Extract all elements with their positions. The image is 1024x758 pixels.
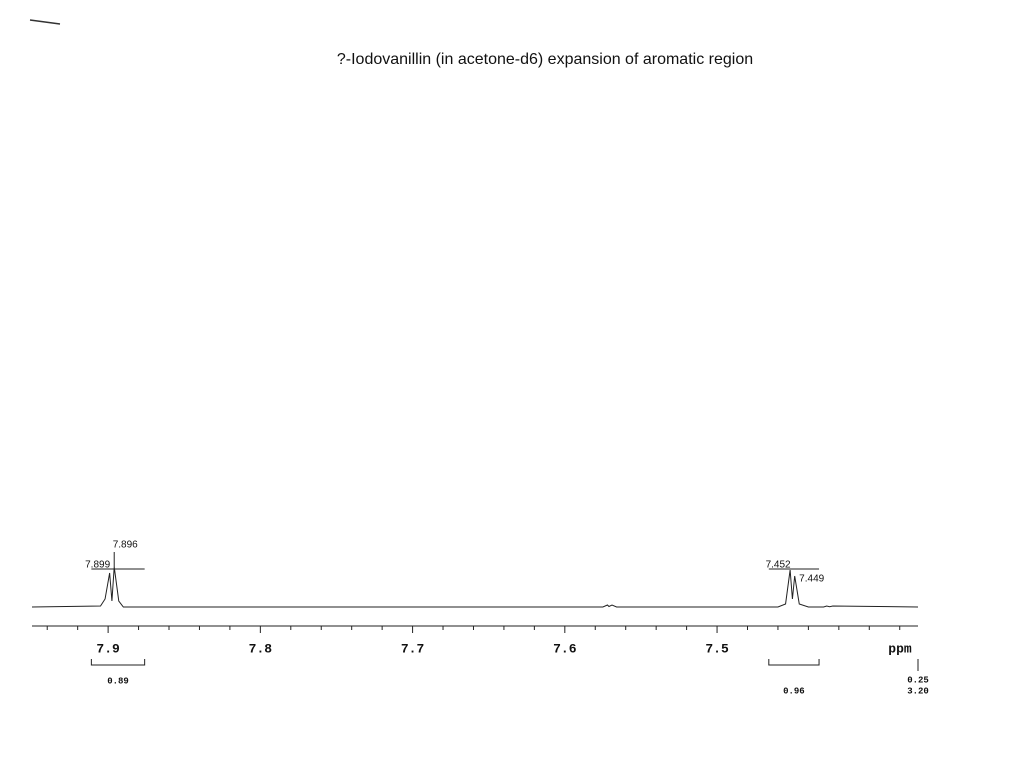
x-tick-label: 7.6 xyxy=(553,641,577,656)
peak-label: 7.896 xyxy=(113,540,138,551)
peak-label: 7.452 xyxy=(766,560,791,571)
scan-mark xyxy=(29,19,61,25)
peak-label: 7.449 xyxy=(799,574,824,585)
integral-bracket xyxy=(90,659,146,666)
chart-title: ?-Iodovanillin (in acetone-d6) expansion… xyxy=(337,51,753,68)
x-tick-label: 7.7 xyxy=(401,641,424,656)
x-tick-label: 7.5 xyxy=(705,641,729,656)
integral-value: 0.25 xyxy=(907,675,929,685)
integral-total: 3.20 xyxy=(907,686,929,696)
x-tick-label: 7.9 xyxy=(96,641,120,656)
integral-value: 0.96 xyxy=(783,686,805,696)
x-tick-label: 7.8 xyxy=(249,641,273,656)
peak-label: 7.899 xyxy=(85,560,110,571)
x-axis-label: ppm xyxy=(888,641,912,656)
spectrum xyxy=(31,566,919,608)
integral-bracket xyxy=(768,659,820,666)
integral-value: 0.89 xyxy=(107,676,129,686)
